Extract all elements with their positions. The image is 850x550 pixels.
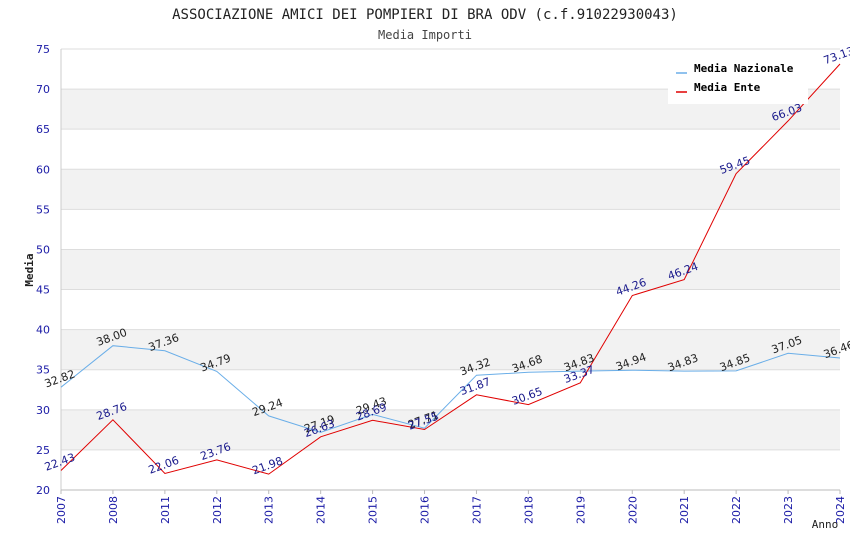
x-tick-label: 2015 bbox=[367, 496, 380, 524]
y-tick-label: 75 bbox=[36, 43, 50, 56]
x-tick-label: 2023 bbox=[782, 496, 795, 524]
grid-bands bbox=[61, 89, 840, 450]
series-line-media-ente bbox=[60, 63, 841, 475]
x-tick-label: 2014 bbox=[315, 496, 328, 524]
grid-band bbox=[61, 329, 840, 370]
data-label: 22.06 bbox=[147, 454, 181, 477]
x-tick-label: 2020 bbox=[626, 496, 639, 524]
legend-entry: Media Ente bbox=[694, 81, 761, 94]
x-tick-label: 2008 bbox=[107, 496, 120, 524]
y-tick-label: 45 bbox=[36, 284, 50, 297]
y-tick-label: 20 bbox=[36, 484, 50, 497]
x-tick-labels: 2007 2008 2011 2012 2013 2014 2015 2016 2017 2018… bbox=[55, 496, 847, 524]
legend-entry: Media Nazionale bbox=[694, 62, 794, 75]
x-tick-label: 2012 bbox=[211, 496, 224, 524]
y-tick-label: 50 bbox=[36, 243, 50, 256]
legend: Media Nazionale Media Ente bbox=[668, 60, 808, 104]
y-tick-label: 65 bbox=[36, 123, 50, 136]
chart-subtitle: Media Importi bbox=[378, 28, 472, 42]
y-tick-label: 70 bbox=[36, 83, 50, 96]
y-tick-label: 30 bbox=[36, 404, 50, 417]
y-tick-label: 40 bbox=[36, 324, 50, 337]
axes bbox=[60, 49, 841, 494]
y-tick-labels: 20 25 30 35 40 45 50 55 60 65 70 75 bbox=[36, 43, 50, 497]
series-group bbox=[60, 63, 841, 475]
grid-band bbox=[61, 249, 840, 290]
x-tick-label: 2022 bbox=[730, 496, 743, 524]
grid-band bbox=[61, 169, 840, 210]
data-label: 73.13 bbox=[822, 44, 850, 67]
x-tick-label: 2011 bbox=[159, 496, 172, 524]
data-label: 31.87 bbox=[458, 375, 492, 398]
grid-lines bbox=[61, 48, 840, 491]
chart-title: ASSOCIAZIONE AMICI DEI POMPIERI DI BRA O… bbox=[172, 7, 678, 23]
x-tick-label: 2017 bbox=[470, 496, 483, 524]
series-line-media-nazionale bbox=[60, 345, 841, 433]
x-tick-label: 2024 bbox=[834, 496, 847, 524]
x-tick-label: 2013 bbox=[263, 496, 276, 524]
x-tick-label: 2007 bbox=[55, 496, 68, 524]
legend-box bbox=[668, 60, 808, 104]
y-tick-label: 60 bbox=[36, 163, 50, 176]
x-tick-label: 2016 bbox=[419, 496, 432, 524]
x-axis-label: Anno bbox=[812, 518, 839, 531]
y-tick-label: 55 bbox=[36, 203, 50, 216]
y-tick-label: 35 bbox=[36, 364, 50, 377]
grid-band bbox=[61, 409, 840, 450]
y-axis-label: Media bbox=[23, 253, 36, 286]
x-tick-label: 2019 bbox=[574, 496, 587, 524]
x-tick-label: 2021 bbox=[678, 496, 691, 524]
y-tick-label: 25 bbox=[36, 444, 50, 457]
x-tick-label: 2018 bbox=[522, 496, 535, 524]
